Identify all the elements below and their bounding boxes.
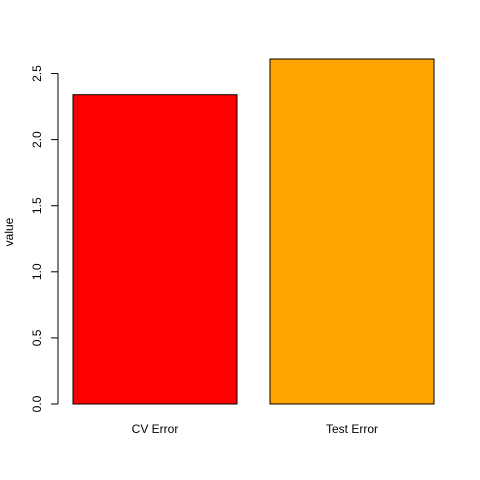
y-tick-label: 1.0 [30, 263, 44, 280]
bar-test-error [269, 58, 435, 405]
y-tick-label: 0.5 [30, 329, 44, 346]
y-tick-label: 2.0 [30, 131, 44, 148]
x-axis-labels: CV Error Test Error [132, 422, 378, 436]
y-axis-label: value [2, 217, 16, 246]
x-category-label: Test Error [326, 422, 378, 436]
y-tick-label: 2.5 [30, 65, 44, 82]
y-axis: 0.0 0.5 1.0 1.5 2.0 2.5 [30, 65, 59, 412]
y-tick-label: 0.0 [30, 395, 44, 412]
bar-cv-error [72, 94, 238, 405]
bars-group [72, 58, 435, 405]
x-category-label: CV Error [132, 422, 179, 436]
y-tick-label: 1.5 [30, 197, 44, 214]
